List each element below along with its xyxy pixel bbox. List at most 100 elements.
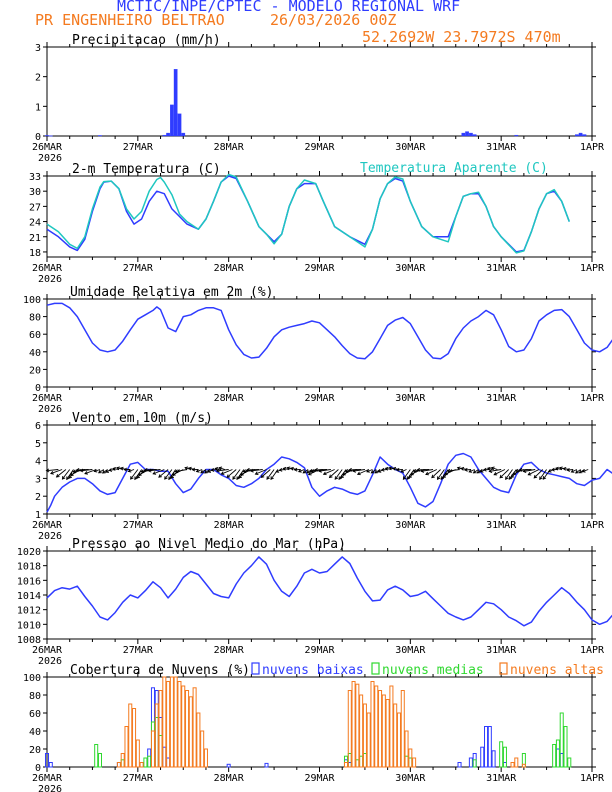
wind-arrow	[499, 469, 510, 479]
wind-arrow-head	[547, 468, 552, 473]
precip-bar	[166, 132, 170, 137]
wind-arrow-head	[108, 468, 113, 472]
precip-xtick-label: 30MAR	[395, 142, 426, 153]
cloud-bar-high	[181, 685, 186, 768]
wind-arrow-head	[479, 469, 484, 473]
cloud-xtick-label: 1APR	[580, 773, 605, 784]
wind-xtick-label: 28MAR	[214, 520, 245, 531]
precip-xtick-label: 29MAR	[304, 142, 335, 153]
temp-ytick-label: 21	[29, 233, 41, 244]
wind-xtick-label: 1APR	[580, 520, 605, 531]
temp-xtick-label: 26MAR	[32, 263, 63, 274]
wind-arrow	[128, 469, 135, 472]
wind-arrow	[130, 469, 139, 480]
wind-arrow-head	[204, 470, 208, 474]
wind-xtick-label: 26MAR	[32, 520, 63, 531]
cloud-bar-high	[135, 739, 140, 768]
wind-arrow-head	[400, 469, 405, 473]
wind-arrow-head	[93, 468, 98, 473]
wind-arrow-head	[392, 466, 397, 471]
cloud-legend-swatch	[251, 662, 260, 675]
wind-arrow-head	[79, 468, 84, 473]
cloud-bar-high	[351, 681, 356, 768]
wind-arrow-head	[578, 469, 583, 474]
wind-arrow	[318, 469, 331, 472]
cloud-bar-low	[468, 757, 473, 768]
location-label: PR ENGENHEIRO BELTRAO	[35, 11, 225, 29]
cloud-bar-high	[188, 696, 193, 768]
cloud-bar-mid	[555, 739, 560, 768]
precip-bar	[177, 113, 182, 137]
wind-arrow-head	[75, 467, 80, 472]
wind-arrow-head	[55, 474, 60, 478]
rh-chart-title: Umidade Relativa em 2m (%)	[70, 285, 274, 300]
wind-arrow-head	[314, 467, 318, 472]
wind-arrow	[260, 469, 271, 478]
precip-bar	[472, 134, 477, 137]
wind-series-line-0	[46, 452, 612, 513]
wind-arrow-head	[101, 470, 106, 474]
wind-arrow-head	[195, 468, 200, 473]
wind-arrow-head	[374, 469, 379, 474]
cloud-bar-high	[132, 708, 137, 768]
precip-bar	[578, 132, 583, 137]
wind-arrow-head	[518, 467, 523, 472]
wind-arrow	[200, 469, 207, 474]
cloud-chart-title: Cobertura de Nuvens (%)	[70, 663, 250, 678]
precip-bar	[173, 69, 178, 137]
cloud-bar-high	[378, 690, 383, 768]
wind-arrow-head	[220, 471, 225, 475]
cloud-bar-high	[177, 681, 182, 768]
wind-arrow-head	[68, 475, 72, 479]
wind-arrow	[329, 469, 339, 478]
cloud-bar-low	[264, 762, 269, 768]
cloud-bar-mid	[147, 755, 152, 768]
cloud-bar-low	[457, 762, 462, 768]
wind-arrow-head	[341, 471, 346, 476]
wind-arrow	[371, 469, 377, 474]
wind-arrow	[298, 469, 305, 473]
wind-xtick-label: 30MAR	[395, 520, 426, 531]
press-ytick-label: 1008	[17, 635, 41, 646]
cloud-bar-high	[347, 690, 352, 768]
wind-arrow	[352, 469, 365, 472]
wind-arrow-head	[236, 476, 240, 481]
wind-arrow-head	[566, 468, 571, 472]
wind-arrow-head	[508, 476, 513, 480]
wind-arrow	[357, 469, 369, 475]
cloud-bar-high	[200, 730, 205, 768]
wind-arrow	[221, 469, 233, 475]
wind-arrow-head	[307, 471, 312, 476]
cloud-bar-high	[521, 763, 526, 768]
cloud-bar-high	[150, 730, 155, 768]
wind-arrow-head	[352, 468, 356, 473]
wind-arrow	[232, 469, 241, 480]
cloud-bar-low	[480, 746, 485, 768]
cloud-xtick-label: 27MAR	[123, 773, 154, 784]
cloud-bar-high	[396, 712, 401, 768]
rh-xaxis-year: 2026	[38, 404, 62, 415]
wind-arrow	[134, 469, 142, 480]
wind-arrow	[575, 469, 581, 474]
cloud-bar-high	[192, 687, 197, 768]
wind-arrow-head	[238, 474, 243, 479]
wind-arrow-head	[214, 466, 219, 471]
wind-arrow	[62, 469, 71, 480]
wind-arrow	[334, 469, 343, 480]
wind-arrow	[148, 469, 161, 472]
wind-arrow-head	[395, 467, 400, 472]
wind-arrow-head	[254, 471, 259, 475]
cloud-bar-high	[120, 753, 125, 768]
wind-arrow	[80, 469, 93, 472]
wind-arrow-head	[297, 469, 302, 473]
wind-xtick-label: 27MAR	[123, 520, 154, 531]
rh-xtick-label: 29MAR	[304, 393, 335, 404]
wind-arrow-head	[97, 469, 102, 474]
wind-arrow	[56, 469, 67, 478]
wind-arrow-head	[380, 467, 385, 472]
cloud-bar-high	[154, 703, 159, 768]
wind-arrow-head	[408, 474, 413, 479]
wind-arrow-head	[412, 468, 417, 473]
cloud-bar-high	[370, 681, 375, 768]
